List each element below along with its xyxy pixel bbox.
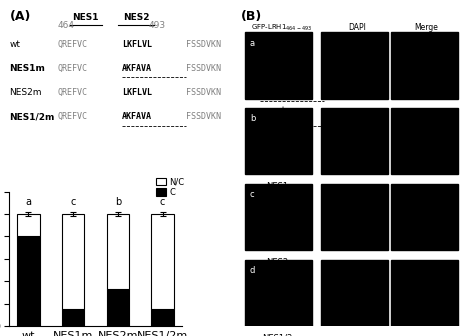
Text: c: c <box>71 197 76 207</box>
Text: NES1m: NES1m <box>266 182 296 191</box>
Text: QREFVC: QREFVC <box>58 88 88 97</box>
Text: FSSDVKN: FSSDVKN <box>186 88 220 97</box>
Text: LENLQL: LENLQL <box>260 40 290 49</box>
Text: QREFVC: QREFVC <box>58 64 88 73</box>
FancyBboxPatch shape <box>391 260 458 326</box>
Text: FSSDVKN: FSSDVKN <box>186 64 220 73</box>
Text: NES1: NES1 <box>72 13 99 22</box>
FancyBboxPatch shape <box>246 184 312 250</box>
Text: VEGVQ: VEGVQ <box>324 64 349 73</box>
Text: LKFLVL: LKFLVL <box>122 40 152 49</box>
Text: d: d <box>250 266 255 275</box>
Text: AKFAVA: AKFAVA <box>122 64 152 73</box>
Text: GFP-LRH1$_{464-493}$: GFP-LRH1$_{464-493}$ <box>251 23 312 33</box>
Text: wt: wt <box>9 40 20 49</box>
Text: VEGVQ: VEGVQ <box>324 88 349 97</box>
FancyBboxPatch shape <box>246 108 312 174</box>
FancyBboxPatch shape <box>391 108 458 174</box>
Bar <box>17 236 40 326</box>
Text: wt: wt <box>276 107 286 115</box>
Text: NES2m: NES2m <box>9 88 42 97</box>
Text: DAPI: DAPI <box>348 23 366 32</box>
Bar <box>151 309 173 326</box>
Text: VEGVQ: VEGVQ <box>324 112 349 121</box>
Text: c: c <box>250 190 255 199</box>
Text: VEGVQ: VEGVQ <box>324 40 349 49</box>
Text: b: b <box>115 197 121 207</box>
Text: LENLQL: LENLQL <box>260 64 290 73</box>
Text: FSSDVKN: FSSDVKN <box>186 112 220 121</box>
Text: 493: 493 <box>149 21 166 30</box>
Bar <box>107 214 129 289</box>
Bar <box>107 289 129 326</box>
FancyBboxPatch shape <box>391 32 458 98</box>
Bar <box>17 214 40 236</box>
Text: 464: 464 <box>58 21 74 30</box>
Text: (A): (A) <box>9 10 31 23</box>
Text: a: a <box>250 39 255 47</box>
Text: QREFVC: QREFVC <box>58 112 88 121</box>
Text: NES2m: NES2m <box>266 258 296 267</box>
Bar <box>62 309 84 326</box>
Text: QREFVC: QREFVC <box>58 40 88 49</box>
Text: b: b <box>250 114 255 123</box>
Legend: N/C, C: N/C, C <box>154 175 186 199</box>
Text: (B): (B) <box>241 10 262 23</box>
Text: NES1/2m: NES1/2m <box>262 334 301 336</box>
Text: Merge: Merge <box>415 23 438 32</box>
FancyBboxPatch shape <box>321 260 389 326</box>
FancyBboxPatch shape <box>321 32 389 98</box>
Text: LKFLVL: LKFLVL <box>122 88 152 97</box>
FancyBboxPatch shape <box>246 32 312 98</box>
Text: a: a <box>26 197 31 207</box>
FancyBboxPatch shape <box>246 260 312 326</box>
Text: AENAQA: AENAQA <box>260 112 290 121</box>
FancyBboxPatch shape <box>391 184 458 250</box>
FancyBboxPatch shape <box>321 108 389 174</box>
Text: FSSDVKN: FSSDVKN <box>186 40 220 49</box>
Bar <box>151 214 173 309</box>
Text: NES1/2m: NES1/2m <box>9 112 55 121</box>
Text: AENAQA: AENAQA <box>260 88 290 97</box>
Bar <box>62 214 84 309</box>
Text: AKFAVA: AKFAVA <box>122 112 152 121</box>
Text: NES1m: NES1m <box>9 64 46 73</box>
Text: NES2: NES2 <box>124 13 150 22</box>
Text: c: c <box>160 197 165 207</box>
FancyBboxPatch shape <box>321 184 389 250</box>
